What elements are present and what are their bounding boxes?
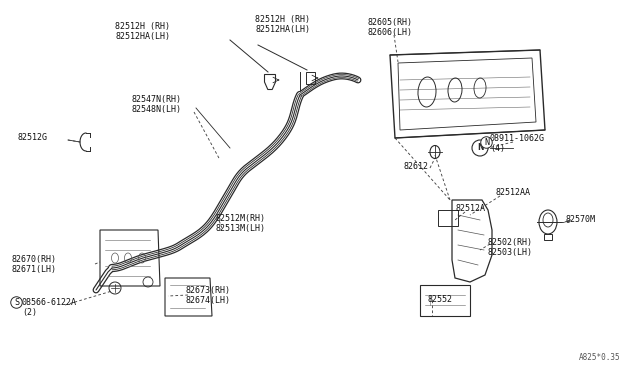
Text: 82512G: 82512G — [18, 133, 48, 142]
Text: 82670(RH)
82671(LH): 82670(RH) 82671(LH) — [12, 255, 57, 275]
Text: 82552: 82552 — [428, 295, 453, 304]
Text: 82512M(RH)
82513M(LH): 82512M(RH) 82513M(LH) — [215, 214, 265, 233]
Text: 82570M: 82570M — [565, 215, 595, 224]
Text: N: N — [477, 144, 483, 153]
Text: 82502(RH)
82503(LH): 82502(RH) 82503(LH) — [488, 238, 533, 257]
Text: 82612: 82612 — [404, 162, 429, 171]
Text: 82547N(RH)
82548N(LH): 82547N(RH) 82548N(LH) — [132, 95, 182, 115]
Text: 82512A: 82512A — [455, 204, 485, 213]
Text: 82605(RH)
82606(LH): 82605(RH) 82606(LH) — [368, 18, 413, 38]
Text: N: N — [484, 138, 489, 147]
Text: 08566-6122A
(2): 08566-6122A (2) — [22, 298, 77, 317]
Text: 82673(RH)
82674(LH): 82673(RH) 82674(LH) — [185, 286, 230, 305]
Text: S: S — [14, 298, 19, 307]
Text: A825*0.35: A825*0.35 — [579, 353, 620, 362]
Text: 82512H (RH)
82512HA(LH): 82512H (RH) 82512HA(LH) — [255, 15, 310, 34]
Text: 82512H (RH)
82512HA(LH): 82512H (RH) 82512HA(LH) — [115, 22, 170, 41]
Text: 08911-1062G
(4): 08911-1062G (4) — [490, 134, 545, 153]
Text: 82512AA: 82512AA — [495, 188, 530, 197]
